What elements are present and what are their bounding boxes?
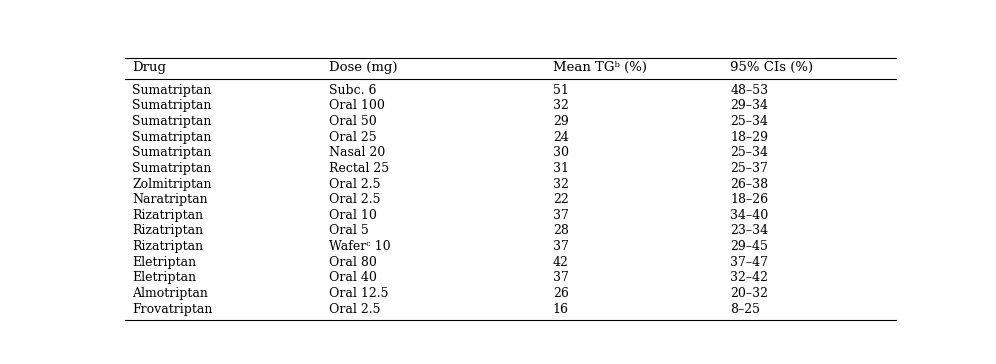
- Text: Subc. 6: Subc. 6: [329, 84, 376, 97]
- Text: Eletriptan: Eletriptan: [132, 271, 196, 284]
- Text: Oral 25: Oral 25: [329, 131, 376, 143]
- Text: 31: 31: [553, 162, 569, 175]
- Text: Oral 2.5: Oral 2.5: [329, 302, 380, 316]
- Text: 48–53: 48–53: [730, 84, 769, 97]
- Text: 95% CIs (%): 95% CIs (%): [730, 61, 814, 74]
- Text: 37–47: 37–47: [730, 256, 769, 269]
- Text: Dose (mg): Dose (mg): [329, 61, 397, 74]
- Text: 30: 30: [553, 146, 569, 159]
- Text: Rectal 25: Rectal 25: [329, 162, 389, 175]
- Text: 42: 42: [553, 256, 569, 269]
- Text: Sumatriptan: Sumatriptan: [132, 162, 211, 175]
- Text: Rizatriptan: Rizatriptan: [132, 209, 203, 222]
- Text: Sumatriptan: Sumatriptan: [132, 115, 211, 128]
- Text: Sumatriptan: Sumatriptan: [132, 99, 211, 112]
- Text: Oral 5: Oral 5: [329, 225, 369, 237]
- Text: 20–32: 20–32: [730, 287, 769, 300]
- Text: Rizatriptan: Rizatriptan: [132, 240, 203, 253]
- Text: 25–34: 25–34: [730, 115, 769, 128]
- Text: 32: 32: [553, 99, 569, 112]
- Text: Nasal 20: Nasal 20: [329, 146, 385, 159]
- Text: Oral 2.5: Oral 2.5: [329, 193, 380, 206]
- Text: 51: 51: [553, 84, 569, 97]
- Text: Oral 12.5: Oral 12.5: [329, 287, 388, 300]
- Text: Oral 100: Oral 100: [329, 99, 384, 112]
- Text: Oral 80: Oral 80: [329, 256, 376, 269]
- Text: 18–26: 18–26: [730, 193, 769, 206]
- Text: Rizatriptan: Rizatriptan: [132, 225, 203, 237]
- Text: Eletriptan: Eletriptan: [132, 256, 196, 269]
- Text: Drug: Drug: [132, 61, 166, 74]
- Text: Naratriptan: Naratriptan: [132, 193, 208, 206]
- Text: 18–29: 18–29: [730, 131, 769, 143]
- Text: 29: 29: [553, 115, 569, 128]
- Text: 37: 37: [553, 271, 569, 284]
- Text: Mean TGᵇ (%): Mean TGᵇ (%): [553, 61, 647, 74]
- Text: Zolmitriptan: Zolmitriptan: [132, 178, 212, 190]
- Text: 34–40: 34–40: [730, 209, 769, 222]
- Text: 37: 37: [553, 209, 569, 222]
- Text: Sumatriptan: Sumatriptan: [132, 146, 211, 159]
- Text: 32: 32: [553, 178, 569, 190]
- Text: Sumatriptan: Sumatriptan: [132, 131, 211, 143]
- Text: 8–25: 8–25: [730, 302, 760, 316]
- Text: Sumatriptan: Sumatriptan: [132, 84, 211, 97]
- Text: Oral 10: Oral 10: [329, 209, 376, 222]
- Text: 24: 24: [553, 131, 569, 143]
- Text: Oral 40: Oral 40: [329, 271, 376, 284]
- Text: 28: 28: [553, 225, 569, 237]
- Text: 23–34: 23–34: [730, 225, 769, 237]
- Text: Frovatriptan: Frovatriptan: [132, 302, 212, 316]
- Text: 37: 37: [553, 240, 569, 253]
- Text: 25–34: 25–34: [730, 146, 769, 159]
- Text: 29–34: 29–34: [730, 99, 769, 112]
- Text: 26: 26: [553, 287, 569, 300]
- Text: 22: 22: [553, 193, 569, 206]
- Text: 16: 16: [553, 302, 569, 316]
- Text: 32–42: 32–42: [730, 271, 769, 284]
- Text: Oral 2.5: Oral 2.5: [329, 178, 380, 190]
- Text: Waferᶜ 10: Waferᶜ 10: [329, 240, 390, 253]
- Text: Almotriptan: Almotriptan: [132, 287, 208, 300]
- Text: 29–45: 29–45: [730, 240, 768, 253]
- Text: Oral 50: Oral 50: [329, 115, 376, 128]
- Text: 25–37: 25–37: [730, 162, 768, 175]
- Text: 26–38: 26–38: [730, 178, 769, 190]
